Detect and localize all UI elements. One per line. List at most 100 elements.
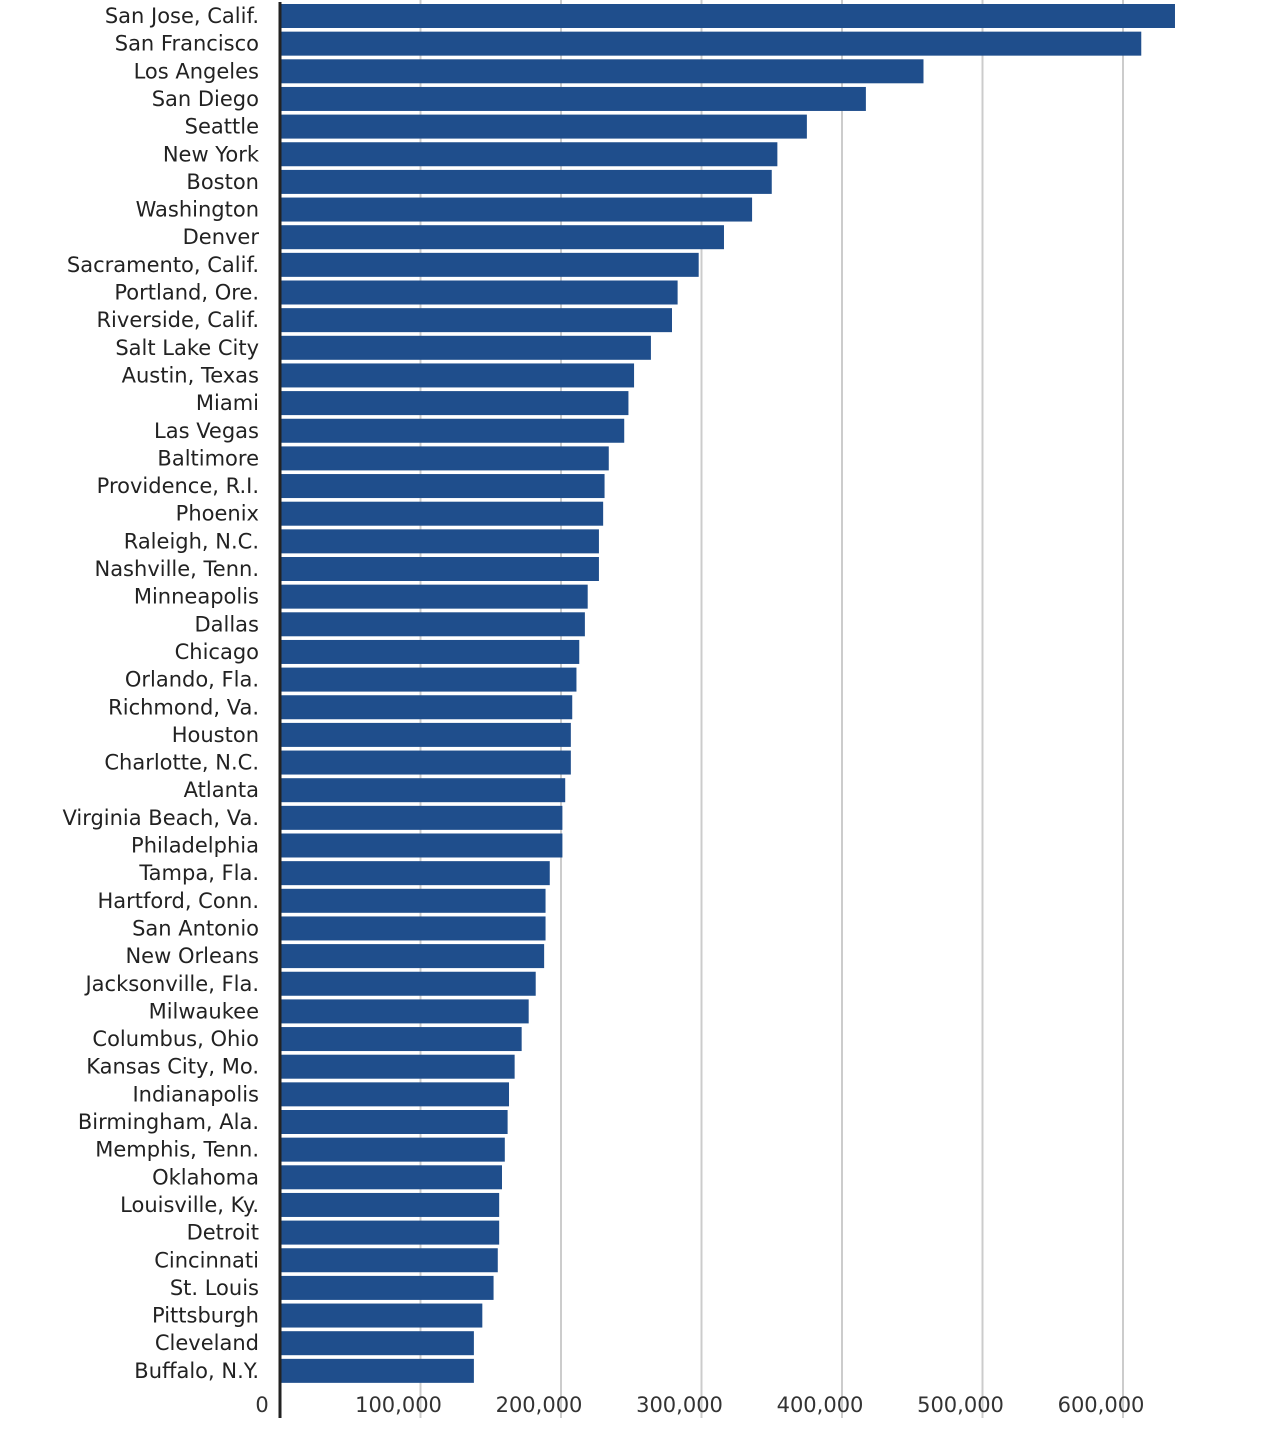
bar: [280, 280, 678, 305]
x-tick-label: 400,000: [777, 1393, 864, 1417]
bar: [280, 252, 699, 277]
category-label: Miami: [196, 391, 259, 415]
bar: [280, 197, 753, 222]
bar: [280, 1192, 500, 1217]
bar: [280, 971, 536, 996]
bar: [280, 225, 724, 250]
category-label: Baltimore: [157, 446, 259, 470]
x-axis-tick-labels: 0 100,000 200,000 300,000 400,000 500,000 600,…: [255, 1393, 1144, 1417]
bar: [280, 1082, 510, 1107]
category-label: Houston: [172, 723, 259, 747]
category-labels: San Jose, Calif. San Francisco Los Angeles…: [62, 4, 259, 1383]
category-label: San Diego: [152, 87, 259, 111]
category-label: Philadelphia: [131, 834, 259, 858]
bar: [280, 888, 546, 913]
bar: [280, 1027, 522, 1052]
bar: [280, 557, 599, 581]
bar: [280, 639, 580, 664]
bar: [280, 944, 545, 969]
category-label: Riverside, Calif.: [96, 308, 259, 332]
category-label: Hartford, Conn.: [97, 889, 259, 913]
bar: [280, 750, 571, 775]
x-tick-label: 100,000: [355, 1393, 442, 1417]
bar: [280, 114, 807, 139]
category-label: Portland, Ore.: [114, 281, 259, 305]
bar: [280, 59, 924, 84]
category-label: Minneapolis: [134, 585, 259, 609]
bar: [280, 446, 609, 471]
category-label: Buffalo, N.Y.: [134, 1359, 259, 1383]
category-label: Indianapolis: [132, 1082, 259, 1106]
x-tick-label: 0: [255, 1393, 268, 1417]
x-tick-label: 300,000: [636, 1393, 723, 1417]
bar: [280, 1220, 500, 1245]
category-label: Phoenix: [176, 502, 259, 526]
bar: [280, 584, 588, 609]
bar: [280, 142, 778, 167]
bar: [280, 1331, 474, 1356]
x-tick-label: 500,000: [917, 1393, 1004, 1417]
category-label: Charlotte, N.C.: [104, 751, 259, 775]
bar: [280, 529, 599, 554]
category-label: Milwaukee: [149, 999, 259, 1023]
category-label: Virginia Beach, Va.: [62, 806, 259, 830]
category-label: Orlando, Fla.: [125, 668, 259, 692]
category-label: San Antonio: [132, 916, 259, 940]
bar: [280, 999, 529, 1024]
category-label: Detroit: [187, 1221, 259, 1245]
category-label: Seattle: [185, 115, 259, 139]
bar: [280, 169, 772, 194]
bar: [280, 308, 672, 333]
bars: [280, 4, 1175, 1383]
bar: [280, 335, 651, 360]
bar: [280, 501, 604, 526]
bar: [280, 1303, 483, 1328]
category-label: St. Louis: [170, 1276, 259, 1300]
x-tick-label: 200,000: [496, 1393, 583, 1417]
category-label: Raleigh, N.C.: [124, 529, 259, 553]
category-label: New Orleans: [125, 944, 259, 968]
category-label: Cincinnati: [154, 1248, 259, 1272]
category-label: Las Vegas: [154, 419, 259, 443]
category-label: Louisville, Ky.: [120, 1193, 259, 1217]
bar: [280, 916, 546, 941]
bar: [280, 667, 577, 692]
category-label: Columbus, Ohio: [92, 1027, 259, 1051]
bar: [280, 833, 563, 858]
category-label: Pittsburgh: [152, 1304, 259, 1328]
bar: [280, 86, 866, 111]
bar: [280, 4, 1175, 28]
category-label: Los Angeles: [134, 59, 259, 83]
bar: [280, 1248, 498, 1273]
category-label: Chicago: [175, 640, 259, 664]
bar: [280, 418, 625, 443]
category-label: Sacramento, Calif.: [67, 253, 259, 277]
category-label: Austin, Texas: [122, 363, 259, 387]
category-label: Richmond, Va.: [108, 695, 259, 719]
category-label: Oklahoma: [152, 1165, 259, 1189]
category-label: Nashville, Tenn.: [94, 557, 259, 581]
bar: [280, 722, 571, 747]
category-label: Kansas City, Mo.: [86, 1055, 259, 1079]
bar: [280, 1054, 515, 1079]
category-label: Denver: [183, 225, 260, 249]
bar: [280, 1275, 494, 1300]
bar: [280, 474, 605, 499]
bar: [280, 1165, 502, 1190]
category-label: Washington: [136, 198, 259, 222]
bar: [280, 612, 585, 637]
category-label: San Jose, Calif.: [105, 4, 259, 28]
category-label: Cleveland: [155, 1331, 259, 1355]
category-label: Salt Lake City: [115, 336, 259, 360]
bar: [280, 861, 550, 886]
category-label: San Francisco: [115, 32, 259, 56]
category-label: Memphis, Tenn.: [95, 1138, 259, 1162]
bar: [280, 1358, 474, 1383]
category-label: Tampa, Fla.: [138, 861, 259, 885]
category-label: Dallas: [194, 612, 259, 636]
bar: [280, 695, 573, 720]
bar: [280, 778, 566, 803]
category-label: New York: [163, 142, 260, 166]
bar: [280, 1110, 508, 1134]
category-label: Atlanta: [184, 778, 259, 802]
